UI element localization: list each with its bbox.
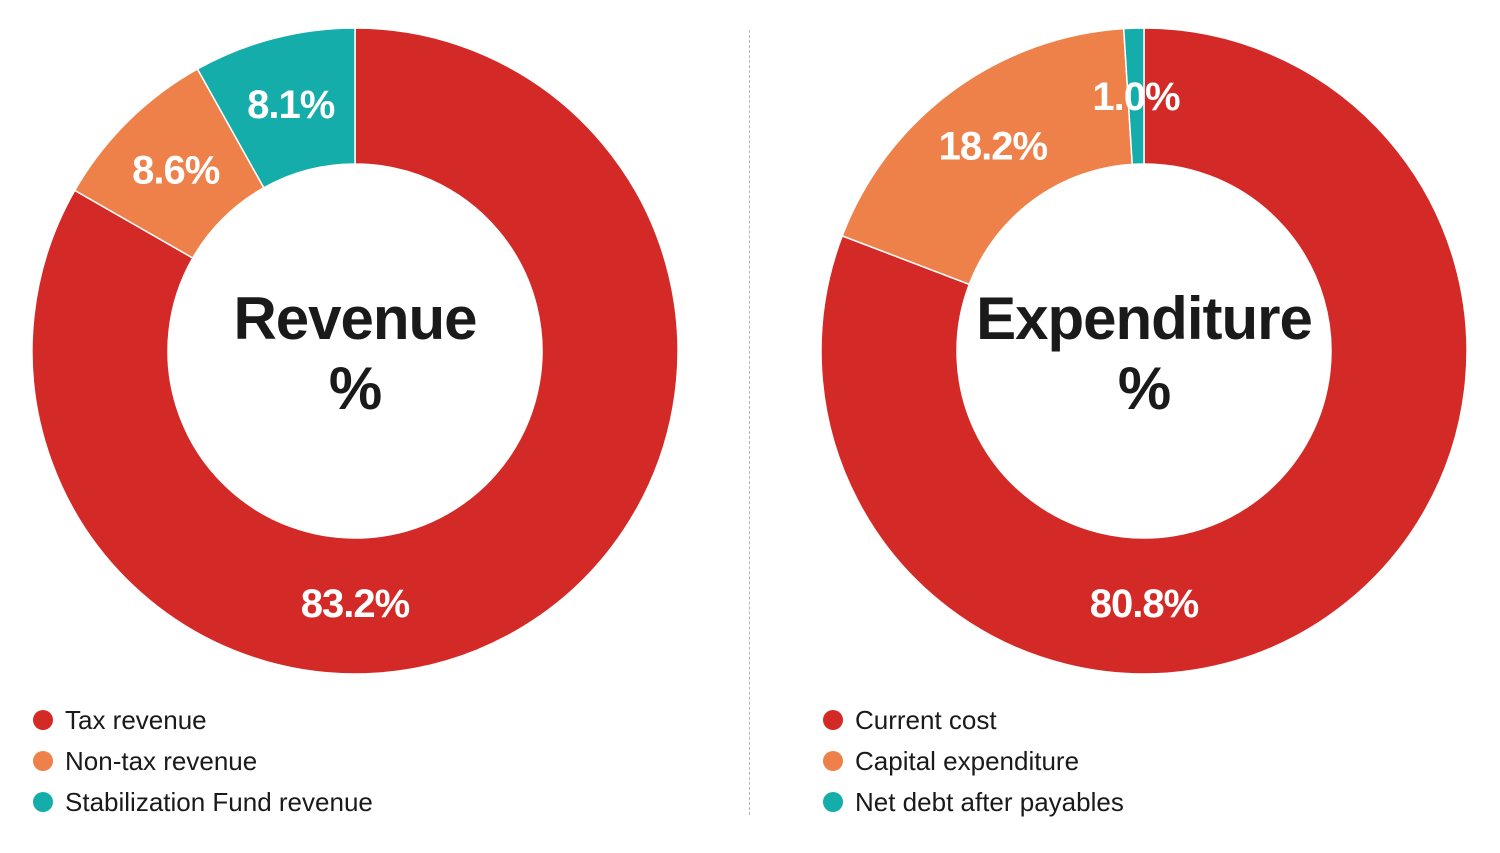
- center-title: Revenue: [233, 285, 476, 352]
- legend-swatch: [33, 792, 53, 812]
- slice-net-debt-after-payables: [1122, 27, 1145, 166]
- legend: Tax revenue Non-tax revenue Stabilization …: [33, 705, 373, 817]
- legend-label: Tax revenue: [65, 705, 207, 735]
- center-unit: %: [1118, 355, 1170, 422]
- slice-label: 8.1%: [247, 83, 335, 127]
- slice-label: 80.8%: [1090, 582, 1199, 626]
- legend-swatch: [823, 710, 843, 730]
- center-unit: %: [329, 355, 381, 422]
- legend-label: Current cost: [855, 705, 997, 735]
- legend-label: Stabilization Fund revenue: [65, 787, 373, 817]
- slice-label: 1.0%: [1092, 75, 1180, 119]
- slice-stabilization-fund-revenue: [196, 27, 356, 189]
- legend-swatch: [33, 710, 53, 730]
- slice-current-cost: [820, 27, 1468, 675]
- legend-label: Non-tax revenue: [65, 746, 257, 776]
- legend-swatch: [823, 751, 843, 771]
- slice-label: 83.2%: [301, 582, 410, 626]
- slice-label: 8.6%: [132, 149, 220, 193]
- donut-expenditure: 80.8% 18.2% 1.0% Expenditure% Current cost Ca…: [820, 27, 1468, 817]
- slice-label: 18.2%: [939, 125, 1048, 169]
- legend-swatch: [823, 792, 843, 812]
- legend: Current cost Capital expenditure Net debt …: [823, 705, 1124, 817]
- legend-swatch: [33, 751, 53, 771]
- slice-capital-expenditure: [841, 27, 1134, 286]
- slice-tax-revenue: [31, 27, 679, 675]
- legend-label: Capital expenditure: [855, 746, 1079, 776]
- legend-label: Net debt after payables: [855, 787, 1124, 817]
- donut-revenue: 83.2% 8.6% 8.1% Revenue% Tax revenue Non-tax …: [31, 27, 679, 817]
- chart-divider: [749, 30, 750, 815]
- center-title: Expenditure: [976, 285, 1312, 352]
